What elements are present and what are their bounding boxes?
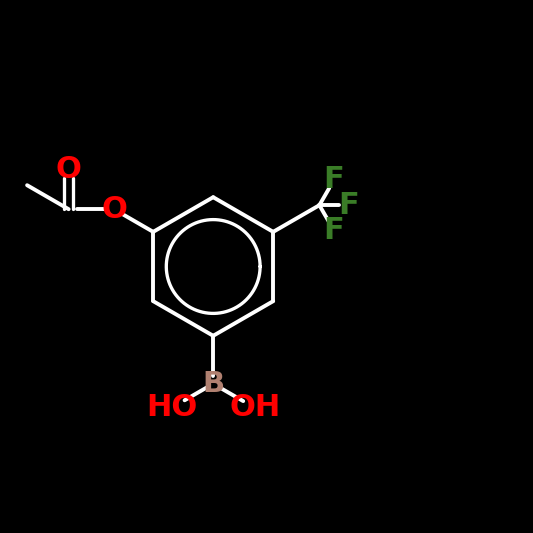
Text: B: B <box>202 370 224 398</box>
Text: O: O <box>101 195 127 224</box>
Text: F: F <box>338 191 359 220</box>
Text: F: F <box>324 216 344 245</box>
Text: HO: HO <box>146 393 197 422</box>
Text: F: F <box>324 165 344 195</box>
Text: O: O <box>56 155 82 184</box>
Text: OH: OH <box>229 393 280 422</box>
